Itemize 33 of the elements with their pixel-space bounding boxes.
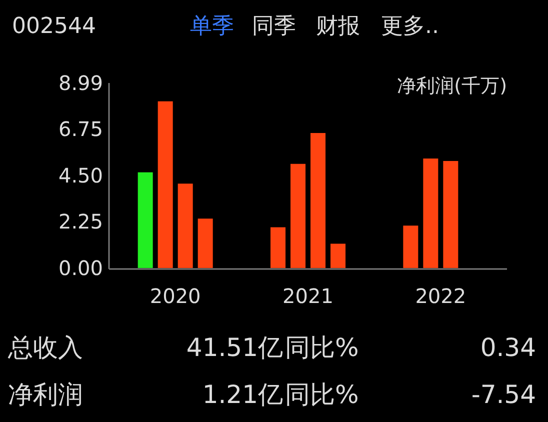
text: 净利润 <box>8 380 83 409</box>
y-tick-label: 8.99 <box>58 71 103 95</box>
bar <box>138 172 153 268</box>
text: 同季 <box>252 14 296 39</box>
bar <box>310 133 326 268</box>
bar <box>198 218 213 268</box>
chart-title: 002544 <box>12 14 96 39</box>
text: 0.34 <box>480 333 536 362</box>
text: 更多.. <box>381 14 439 39</box>
y-axis-title: 净利润(千万) <box>397 75 507 97</box>
text: 单季 <box>190 14 234 39</box>
y-tick-label: 6.75 <box>58 117 103 142</box>
bar <box>290 164 306 268</box>
bar <box>330 244 346 268</box>
bar <box>270 227 286 268</box>
bar <box>178 184 193 268</box>
y-tick-label: 2.25 <box>58 210 103 234</box>
x-tick-label: 2022 <box>415 284 466 308</box>
bar <box>158 101 173 268</box>
text: 1.21亿 <box>202 380 283 409</box>
text: 41.51亿 <box>186 333 283 362</box>
text: 同比% <box>285 380 359 409</box>
y-tick-label: 4.50 <box>58 163 103 188</box>
text: 财报 <box>316 14 360 39</box>
bar <box>443 160 458 268</box>
text: 总收入 <box>7 333 83 362</box>
y-tick-label: 0.00 <box>58 256 103 280</box>
bar <box>423 158 438 268</box>
text: 同比% <box>285 333 359 362</box>
bar <box>403 226 418 268</box>
x-tick-label: 2021 <box>282 284 334 308</box>
x-tick-label: 2020 <box>150 284 201 308</box>
text: -7.54 <box>471 380 536 409</box>
